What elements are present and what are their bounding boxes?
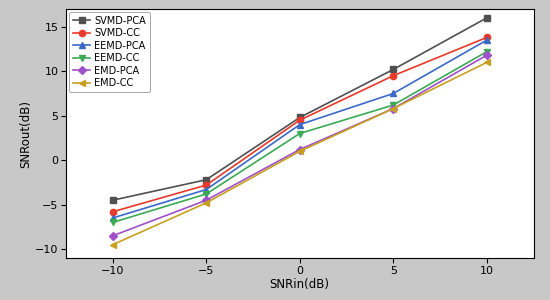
SVMD-CC xyxy=(390,74,397,77)
EEMD-CC xyxy=(296,132,303,135)
EEMD-PCA xyxy=(483,38,490,42)
EEMD-CC xyxy=(483,50,490,53)
Line: EMD-PCA: EMD-PCA xyxy=(109,52,490,239)
Line: SVMD-PCA: SVMD-PCA xyxy=(109,15,490,203)
EEMD-PCA xyxy=(109,216,116,220)
EMD-PCA xyxy=(483,53,490,57)
EMD-PCA xyxy=(390,107,397,110)
SVMD-PCA xyxy=(109,198,116,202)
EEMD-PCA xyxy=(203,188,210,191)
EEMD-PCA xyxy=(296,123,303,126)
SVMD-PCA xyxy=(296,116,303,119)
EEMD-PCA xyxy=(390,92,397,95)
EMD-CC xyxy=(203,201,210,205)
SVMD-PCA xyxy=(390,68,397,71)
SVMD-CC xyxy=(483,36,490,39)
EMD-PCA xyxy=(296,148,303,151)
SVMD-CC xyxy=(109,210,116,214)
EMD-CC xyxy=(296,149,303,153)
Legend: SVMD-PCA, SVMD-CC, EEMD-PCA, EEMD-CC, EMD-PCA, EMD-CC: SVMD-PCA, SVMD-CC, EEMD-PCA, EEMD-CC, EM… xyxy=(69,12,150,92)
X-axis label: SNRin(dB): SNRin(dB) xyxy=(270,278,330,291)
EMD-PCA xyxy=(203,198,210,202)
Line: SVMD-CC: SVMD-CC xyxy=(109,34,490,215)
Line: EEMD-PCA: EEMD-PCA xyxy=(109,37,490,221)
EMD-CC xyxy=(390,107,397,110)
SVMD-PCA xyxy=(483,16,490,20)
Line: EMD-CC: EMD-CC xyxy=(109,59,490,248)
SVMD-CC xyxy=(203,183,210,187)
EEMD-CC xyxy=(390,103,397,107)
EMD-CC xyxy=(109,243,116,247)
Line: EEMD-CC: EEMD-CC xyxy=(109,49,490,226)
SVMD-PCA xyxy=(203,178,210,181)
EMD-PCA xyxy=(109,234,116,238)
EEMD-CC xyxy=(203,192,210,196)
Y-axis label: SNRout(dB): SNRout(dB) xyxy=(19,100,32,167)
SVMD-CC xyxy=(296,118,303,122)
EEMD-CC xyxy=(109,220,116,224)
EMD-CC xyxy=(483,61,490,64)
